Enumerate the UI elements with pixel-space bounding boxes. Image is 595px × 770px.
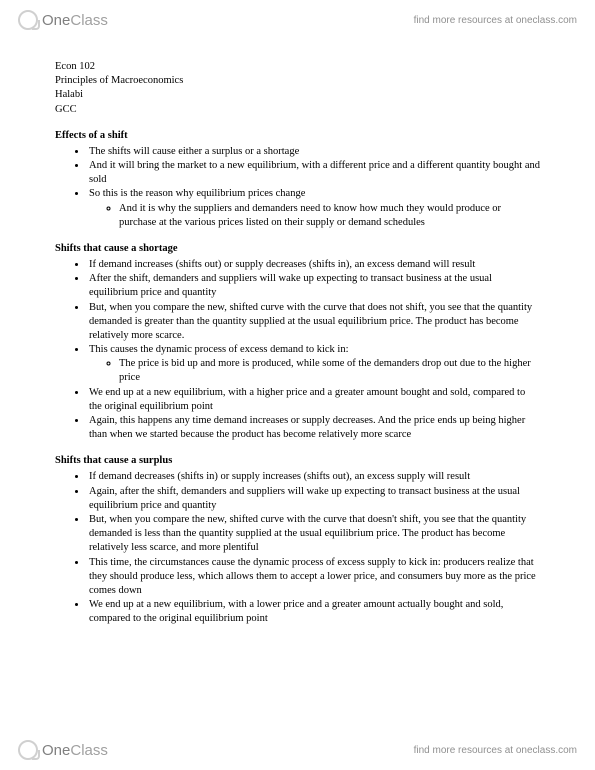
section: Effects of a shift The shifts will cause … [55,129,540,230]
sub-list: And it is why the suppliers and demander… [89,202,540,230]
list-item-text: If demand increases (shifts out) or supp… [89,259,475,270]
list-item: If demand increases (shifts out) or supp… [87,258,540,272]
course-instructor: Halabi [55,88,540,102]
logo-icon [18,740,38,760]
list-item: But, when you compare the new, shifted c… [87,513,540,556]
list-item-text: Again, after the shift, demanders and su… [89,486,520,511]
list-item-text: Again, this happens any time demand incr… [89,415,525,440]
logo-one: One [42,12,70,29]
list-item-text: The shifts will cause either a surplus o… [89,146,299,157]
course-title: Principles of Macroeconomics [55,74,540,88]
page-header: OneClass find more resources at oneclass… [0,0,595,40]
list-item-text: So this is the reason why equilibrium pr… [89,188,305,199]
list-item-text: After the shift, demanders and suppliers… [89,273,492,298]
list-item: But, when you compare the new, shifted c… [87,301,540,344]
page-footer: OneClass find more resources at oneclass… [0,730,595,770]
list-item-text: This time, the circumstances cause the d… [89,557,536,596]
logo-text: OneClass [42,742,108,759]
list-item-text: We end up at a new equilibrium, with a h… [89,387,525,412]
section-title: Shifts that cause a surplus [55,454,540,468]
course-code: Econ 102 [55,60,540,74]
list-item-text: If demand decreases (shifts in) or suppl… [89,471,470,482]
list-item: Again, after the shift, demanders and su… [87,485,540,513]
list-item: So this is the reason why equilibrium pr… [87,187,540,230]
section: Shifts that cause a surplus If demand dec… [55,454,540,626]
section-title: Effects of a shift [55,129,540,143]
list-item: And it will bring the market to a new eq… [87,159,540,187]
course-header: Econ 102 Principles of Macroeconomics Ha… [55,60,540,117]
list-item-text: But, when you compare the new, shifted c… [89,302,532,341]
footer-link[interactable]: find more resources at oneclass.com [414,745,577,756]
sub-list-item: The price is bid up and more is produced… [119,357,540,385]
logo-one: One [42,742,70,759]
list-item: This causes the dynamic process of exces… [87,343,540,386]
list-item: Again, this happens any time demand incr… [87,414,540,442]
list-item: We end up at a new equilibrium, with a l… [87,598,540,626]
list-item-text: But, when you compare the new, shifted c… [89,514,526,553]
header-link[interactable]: find more resources at oneclass.com [414,15,577,26]
course-school: GCC [55,103,540,117]
sub-list: The price is bid up and more is produced… [89,357,540,385]
sub-list-item: And it is why the suppliers and demander… [119,202,540,230]
logo-class: Class [70,12,108,29]
brand-logo: OneClass [18,10,108,30]
section: Shifts that cause a shortage If demand in… [55,242,540,442]
list-item-text: This causes the dynamic process of exces… [89,344,349,355]
logo-class: Class [70,742,108,759]
list-item-text: We end up at a new equilibrium, with a l… [89,599,503,624]
logo-icon [18,10,38,30]
document-content: Econ 102 Principles of Macroeconomics Ha… [0,40,595,626]
logo-text: OneClass [42,12,108,29]
bullet-list: If demand decreases (shifts in) or suppl… [55,470,540,626]
bullet-list: The shifts will cause either a surplus o… [55,145,540,230]
list-item-text: And it will bring the market to a new eq… [89,160,540,185]
list-item: This time, the circumstances cause the d… [87,556,540,599]
list-item: If demand decreases (shifts in) or suppl… [87,470,540,484]
bullet-list: If demand increases (shifts out) or supp… [55,258,540,442]
list-item: After the shift, demanders and suppliers… [87,272,540,300]
brand-logo-footer: OneClass [18,740,108,760]
list-item: We end up at a new equilibrium, with a h… [87,386,540,414]
list-item: The shifts will cause either a surplus o… [87,145,540,159]
section-title: Shifts that cause a shortage [55,242,540,256]
